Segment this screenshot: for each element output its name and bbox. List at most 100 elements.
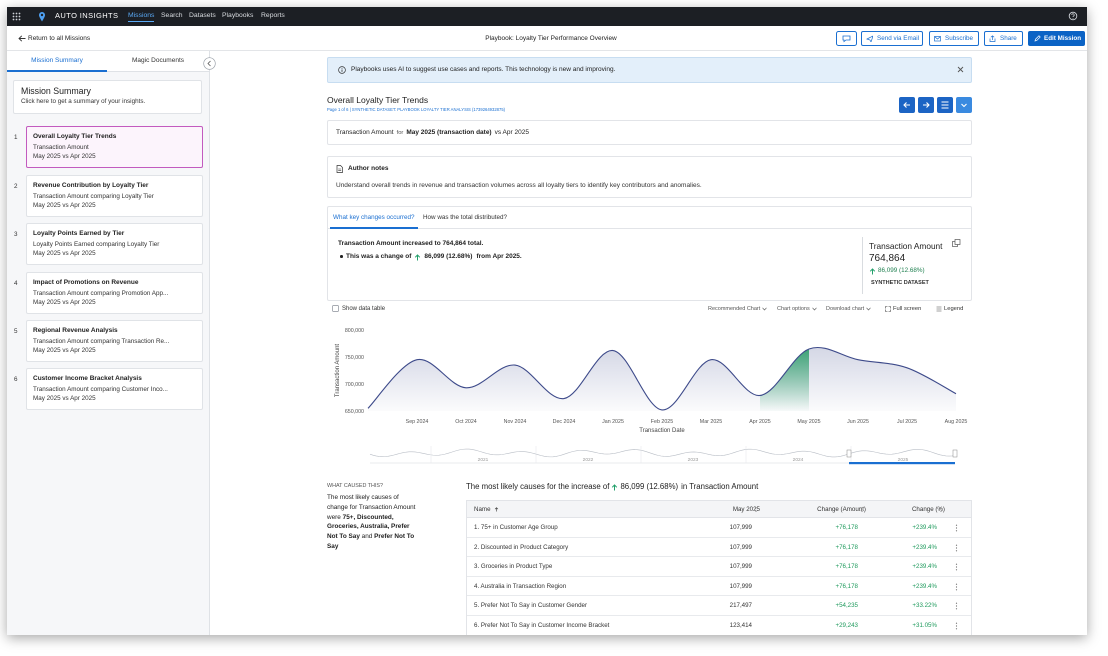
row-menu-icon-part (956, 530, 957, 531)
table-cell: +239.4% (912, 582, 937, 592)
x-tick-label: Aug 2025 (945, 419, 968, 425)
x-axis-title: Transaction Date (639, 428, 685, 434)
x-tick-label: Jun 2025 (847, 419, 869, 425)
title-prefix: The most likely causes for the increase … (466, 482, 609, 492)
causes-title: The most likely causes for the increase … (466, 482, 758, 492)
table-row: 1. 75+ in Customer Age Group 107,999 +76,1… (467, 518, 971, 538)
navigator-line (370, 449, 955, 457)
navigator-label: 2023 (688, 457, 699, 463)
highlight-area (760, 349, 809, 411)
table-cell: 4. Australia in Transaction Region (474, 582, 566, 592)
row-menu-icon[interactable] (955, 524, 958, 532)
x-tick-label: May 2025 (797, 419, 820, 425)
row-menu-icon[interactable] (955, 583, 958, 591)
row-menu-icon-part (956, 583, 957, 584)
sort-icon-part (755, 507, 758, 512)
table-row: 6. Prefer Not To Say in Customer Income … (467, 616, 971, 636)
y-tick-label: 650,000 (345, 409, 364, 415)
x-tick-label: Nov 2024 (504, 419, 527, 425)
x-tick-label: Mar 2025 (700, 419, 722, 425)
row-menu-icon-part (956, 544, 957, 545)
y-axis-title: Transaction Amount (335, 344, 341, 397)
y-tick-label: 800,000 (345, 328, 364, 334)
x-tick-label: Jul 2025 (897, 419, 917, 425)
x-tick-label: Dec 2024 (553, 419, 576, 425)
table-cell: +31.05% (912, 621, 937, 631)
row-menu-icon[interactable] (955, 563, 958, 571)
x-tick-label: Feb 2025 (651, 419, 673, 425)
row-menu-icon-part (956, 564, 957, 565)
row-menu-icon-part (956, 606, 957, 607)
title-change: 86,099 (12.68%) (620, 482, 678, 492)
table-cell: 107,999 (730, 523, 752, 533)
table-cell: 217,497 (730, 601, 752, 611)
column-header[interactable]: Name (474, 505, 491, 515)
row-menu-icon[interactable] (955, 602, 958, 610)
column-header[interactable]: Change (Amount) (817, 505, 866, 515)
table-header (467, 501, 971, 518)
row-menu-icon-part (956, 603, 957, 604)
navigator-handle (847, 450, 851, 457)
table-cell: +76,178 (835, 582, 858, 592)
row-menu-icon-part (956, 569, 957, 570)
title-suffix: in Transaction Amount (681, 482, 758, 492)
x-tick-label: Apr 2025 (749, 419, 771, 425)
table-cell: +76,178 (835, 562, 858, 572)
row-menu-icon-part (956, 609, 957, 610)
x-tick-label: Oct 2024 (455, 419, 477, 425)
table-cell: 1. 75+ in Customer Age Group (474, 523, 558, 533)
row-menu-icon-part (956, 628, 957, 629)
navigator-label: 2022 (583, 457, 594, 463)
table-cell: +76,178 (835, 523, 858, 533)
table-cell: 107,999 (730, 543, 752, 553)
row-menu-icon-part (956, 527, 957, 528)
table-cell: 2. Discounted in Product Category (474, 543, 568, 553)
table-cell: +239.4% (912, 543, 937, 553)
row-menu-icon-part (956, 567, 957, 568)
table-cell: +33.22% (912, 601, 937, 611)
table-row: 3. Groceries in Product Type 107,999 +76,1… (467, 557, 971, 577)
navigator-selection (849, 462, 955, 464)
table-cell: +29,243 (835, 621, 858, 631)
x-tick-label: Jan 2025 (602, 419, 624, 425)
table-cell: +54,235 (835, 601, 858, 611)
table-row: 4. Australia in Transaction Region 107,99… (467, 577, 971, 597)
causes-table: NameMay 2025Change (Amount)Change (%)1. … (466, 500, 972, 635)
sort-icon-part (940, 507, 943, 512)
table-cell: +239.4% (912, 562, 937, 572)
causes-summary: The most likely causes of change for Tra… (327, 493, 421, 552)
table-row: 5. Prefer Not To Say in Customer Gender 2… (467, 596, 971, 616)
sort-icon (494, 507, 499, 512)
sort-icon (754, 506, 758, 513)
row-menu-icon[interactable] (955, 544, 958, 552)
row-menu-icon-part (956, 547, 957, 548)
table-cell: +76,178 (835, 543, 858, 553)
up-arrow-icon (611, 484, 618, 491)
navigator-label: 2021 (478, 457, 489, 463)
table-cell: 6. Prefer Not To Say in Customer Income … (474, 621, 609, 631)
table-cell: +239.4% (912, 523, 937, 533)
y-tick-label: 700,000 (345, 382, 364, 388)
area-fill (368, 347, 956, 411)
navigator-label: 2024 (793, 457, 804, 463)
table-cell: 107,999 (730, 562, 752, 572)
row-menu-icon-part (956, 586, 957, 587)
row-menu-icon[interactable] (955, 622, 958, 630)
row-menu-icon-part (956, 623, 957, 624)
sort-icon-part (861, 507, 864, 512)
y-tick-label: 750,000 (345, 355, 364, 361)
x-tick-label: Sep 2024 (406, 419, 429, 425)
up-arrow-icon-part (613, 485, 618, 491)
table-cell: 3. Groceries in Product Type (474, 562, 552, 572)
sort-icon (860, 506, 864, 513)
table-cell: 107,999 (730, 582, 752, 592)
row-menu-icon-part (956, 625, 957, 626)
sort-icon (939, 506, 943, 513)
table-row: 2. Discounted in Product Category 107,999… (467, 538, 971, 558)
sort-icon-part (495, 508, 498, 512)
table-cell: 5. Prefer Not To Say in Customer Gender (474, 601, 587, 611)
summary-segment: and (360, 533, 374, 540)
causes-label: WHAT CAUSED THIS? (327, 481, 383, 491)
row-menu-icon-part (956, 525, 957, 526)
